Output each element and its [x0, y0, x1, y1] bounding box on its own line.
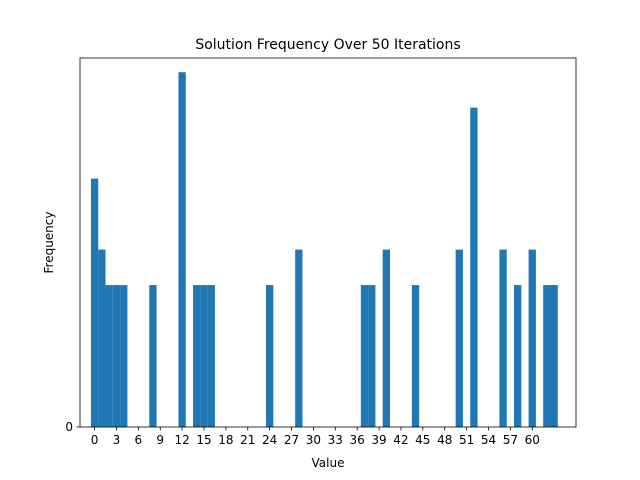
x-tick-label: 18: [218, 433, 233, 447]
chart-title: Solution Frequency Over 50 Iterations: [195, 37, 460, 53]
bar: [178, 72, 186, 427]
bar: [360, 285, 369, 427]
x-tick-label: 48: [437, 433, 452, 447]
x-tick-label: 3: [113, 433, 121, 447]
x-tick-label: 6: [135, 433, 143, 447]
bar: [90, 178, 99, 427]
x-tick-label: 39: [371, 433, 386, 447]
plot-area-frame: [79, 57, 577, 428]
x-tick-label: 30: [306, 433, 321, 447]
x-tick-label: 0: [91, 433, 99, 447]
bar: [499, 249, 507, 427]
bar: [411, 285, 420, 427]
bar: [207, 285, 215, 427]
x-axis-label: Value: [312, 456, 345, 470]
bar: [266, 285, 274, 427]
x-tick-label: 42: [393, 433, 408, 447]
bar: [455, 249, 463, 427]
x-tick-label: 27: [284, 433, 299, 447]
bar: [98, 249, 106, 427]
bar: [368, 285, 376, 427]
bar: [193, 285, 201, 427]
bar: [514, 285, 522, 427]
x-tick-label: 51: [459, 433, 474, 447]
bar: [543, 285, 551, 427]
x-tick-label: 9: [156, 433, 164, 447]
bar: [470, 107, 478, 427]
y-axis-label: Frequency: [42, 212, 56, 274]
bars-group: [90, 72, 558, 427]
bar: [295, 249, 303, 427]
bar: [382, 249, 390, 427]
x-tick-label: 12: [174, 433, 189, 447]
x-tick-label: 15: [196, 433, 211, 447]
bar: [550, 285, 558, 427]
x-tick-label: 24: [262, 433, 277, 447]
x-tick-label: 45: [415, 433, 430, 447]
y-axis-ticks: 0: [65, 420, 80, 434]
bar: [105, 285, 113, 427]
bar: [120, 285, 128, 427]
bar: [149, 285, 157, 427]
x-tick-label: 33: [328, 433, 343, 447]
x-tick-label: 36: [350, 433, 365, 447]
bar: [528, 249, 536, 427]
x-tick-label: 54: [481, 433, 496, 447]
x-axis-ticks: 0 3 6 9 12 15 18 21 24 27 30 33 36 39 42 45 48 51 54 57 60: [91, 427, 540, 447]
bar: [200, 285, 208, 427]
y-tick-label: 0: [65, 420, 73, 434]
bar: [112, 285, 121, 427]
x-tick-label: 21: [240, 433, 255, 447]
x-tick-label: 57: [503, 433, 518, 447]
x-tick-label: 60: [525, 433, 540, 447]
